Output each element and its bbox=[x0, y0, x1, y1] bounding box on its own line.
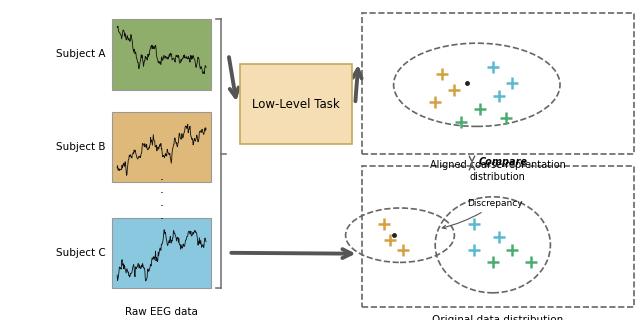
Text: Subject C: Subject C bbox=[56, 248, 106, 258]
FancyBboxPatch shape bbox=[112, 19, 211, 90]
Text: Subject A: Subject A bbox=[56, 49, 106, 60]
FancyBboxPatch shape bbox=[240, 64, 352, 144]
Text: Raw EEG data: Raw EEG data bbox=[125, 307, 198, 317]
FancyBboxPatch shape bbox=[112, 112, 211, 182]
Text: Discrepancy: Discrepancy bbox=[442, 199, 523, 229]
Text: ·
·
·
·: · · · · bbox=[159, 174, 164, 226]
FancyBboxPatch shape bbox=[112, 218, 211, 288]
Text: Compare: Compare bbox=[479, 156, 527, 167]
Text: Subject B: Subject B bbox=[56, 142, 106, 152]
Text: Low-Level Task: Low-Level Task bbox=[252, 98, 340, 110]
Text: Aligned coarse reprentation
distribution: Aligned coarse reprentation distribution bbox=[429, 160, 566, 181]
Text: Original data distribution: Original data distribution bbox=[432, 315, 563, 320]
